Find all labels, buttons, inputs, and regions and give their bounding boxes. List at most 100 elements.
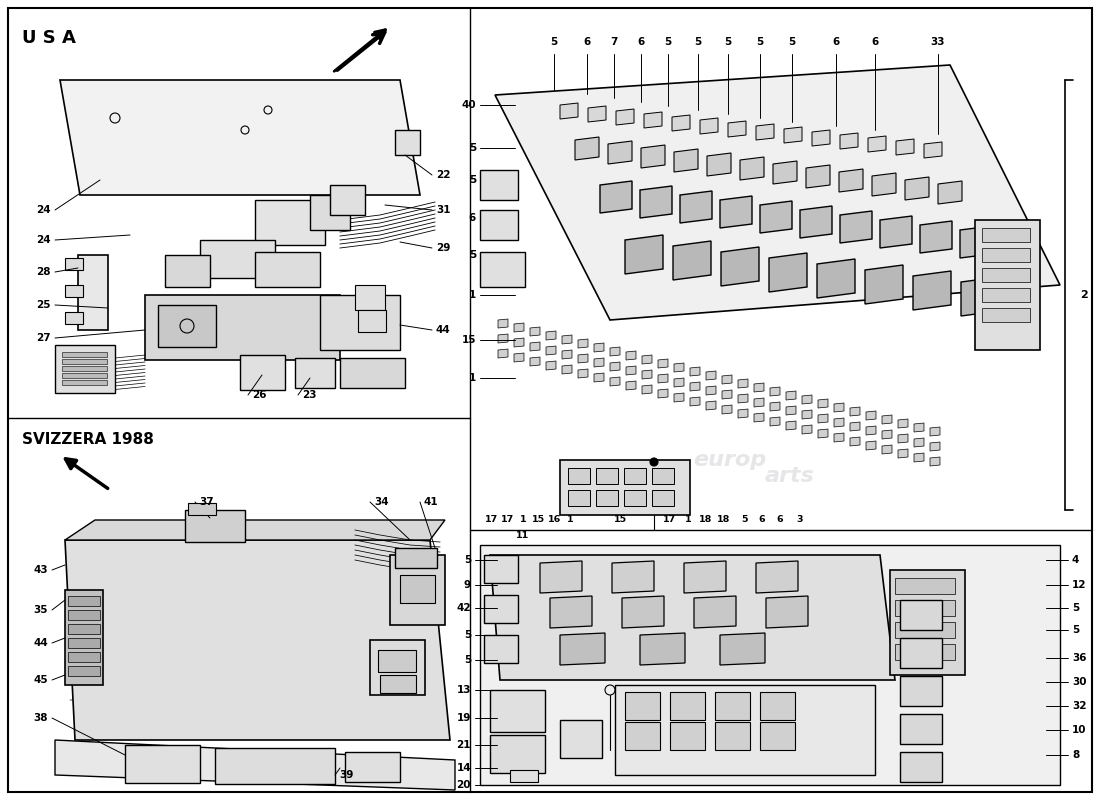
Text: 22: 22 bbox=[436, 170, 451, 180]
Polygon shape bbox=[674, 393, 684, 402]
Bar bbox=[200, 240, 275, 278]
Polygon shape bbox=[800, 206, 832, 238]
Bar bbox=[78, 255, 108, 330]
Bar bbox=[510, 770, 538, 782]
Text: 6: 6 bbox=[833, 37, 839, 47]
Bar bbox=[715, 722, 750, 750]
Text: 5: 5 bbox=[464, 630, 471, 640]
Text: 5: 5 bbox=[469, 175, 476, 185]
Text: U S A: U S A bbox=[22, 29, 76, 47]
Polygon shape bbox=[866, 426, 876, 435]
Polygon shape bbox=[546, 331, 556, 340]
Polygon shape bbox=[802, 410, 812, 419]
Polygon shape bbox=[530, 342, 540, 351]
Text: 7: 7 bbox=[610, 37, 618, 47]
Polygon shape bbox=[658, 359, 668, 368]
Polygon shape bbox=[626, 351, 636, 360]
Polygon shape bbox=[625, 235, 663, 274]
Polygon shape bbox=[60, 80, 420, 195]
Polygon shape bbox=[760, 201, 792, 233]
Polygon shape bbox=[882, 445, 892, 454]
Bar bbox=[975, 220, 1040, 350]
Text: 32: 32 bbox=[1072, 701, 1087, 711]
Polygon shape bbox=[594, 358, 604, 367]
Bar bbox=[670, 692, 705, 720]
Text: 23: 23 bbox=[302, 390, 317, 400]
Text: europ: europ bbox=[693, 450, 767, 470]
Text: 27: 27 bbox=[36, 333, 51, 343]
Polygon shape bbox=[642, 355, 652, 364]
Bar bbox=[214, 748, 336, 784]
Bar bbox=[68, 652, 100, 662]
Polygon shape bbox=[560, 633, 605, 665]
Polygon shape bbox=[756, 561, 798, 593]
Bar bbox=[900, 600, 942, 630]
Bar bbox=[68, 610, 100, 620]
Bar bbox=[55, 345, 116, 393]
Text: 13: 13 bbox=[456, 685, 471, 695]
Polygon shape bbox=[914, 423, 924, 432]
Bar bbox=[310, 195, 350, 230]
Bar bbox=[165, 255, 210, 287]
Bar bbox=[982, 308, 1030, 322]
Text: 15: 15 bbox=[531, 515, 544, 525]
Text: 6: 6 bbox=[637, 37, 645, 47]
Polygon shape bbox=[722, 390, 732, 399]
Text: 45: 45 bbox=[33, 675, 48, 685]
Polygon shape bbox=[905, 177, 930, 200]
Text: 1: 1 bbox=[469, 290, 476, 300]
Bar bbox=[68, 638, 100, 648]
Polygon shape bbox=[498, 334, 508, 343]
Polygon shape bbox=[754, 413, 764, 422]
Polygon shape bbox=[914, 438, 924, 447]
Text: 1: 1 bbox=[566, 515, 573, 525]
Bar bbox=[255, 252, 320, 287]
Polygon shape bbox=[490, 555, 895, 680]
Text: 36: 36 bbox=[1072, 653, 1087, 663]
Bar bbox=[188, 503, 216, 515]
Polygon shape bbox=[818, 429, 828, 438]
Text: 20: 20 bbox=[456, 780, 471, 790]
Text: SVIZZERA 1988: SVIZZERA 1988 bbox=[22, 433, 154, 447]
Polygon shape bbox=[722, 405, 732, 414]
Polygon shape bbox=[930, 457, 940, 466]
Text: 38: 38 bbox=[33, 713, 48, 723]
Text: 6: 6 bbox=[469, 213, 476, 223]
Text: 34: 34 bbox=[374, 497, 388, 507]
Bar bbox=[480, 252, 525, 287]
Text: 11: 11 bbox=[516, 530, 529, 539]
Text: 19: 19 bbox=[456, 713, 471, 723]
Text: 16: 16 bbox=[549, 515, 562, 525]
Text: 6: 6 bbox=[871, 37, 879, 47]
Text: europ: europ bbox=[148, 308, 231, 332]
Bar bbox=[625, 722, 660, 750]
Text: 17: 17 bbox=[502, 515, 515, 525]
Polygon shape bbox=[913, 271, 952, 310]
Polygon shape bbox=[938, 181, 962, 204]
Text: 5: 5 bbox=[1072, 625, 1079, 635]
Bar bbox=[490, 735, 544, 773]
Bar bbox=[652, 468, 674, 484]
Polygon shape bbox=[672, 115, 690, 131]
Bar bbox=[625, 692, 660, 720]
Text: arts: arts bbox=[228, 685, 272, 703]
Text: 24: 24 bbox=[36, 235, 51, 245]
Bar bbox=[295, 358, 336, 388]
Polygon shape bbox=[720, 247, 759, 286]
Polygon shape bbox=[578, 339, 588, 348]
Polygon shape bbox=[817, 259, 855, 298]
Polygon shape bbox=[802, 425, 812, 434]
Polygon shape bbox=[850, 422, 860, 431]
Bar bbox=[185, 510, 245, 542]
Text: 44: 44 bbox=[33, 638, 48, 648]
Text: 5: 5 bbox=[1072, 603, 1079, 613]
Bar bbox=[982, 268, 1030, 282]
Polygon shape bbox=[834, 433, 844, 442]
Bar bbox=[320, 295, 400, 350]
Polygon shape bbox=[700, 118, 718, 134]
Polygon shape bbox=[834, 418, 844, 427]
Bar bbox=[68, 624, 100, 634]
Bar bbox=[560, 720, 602, 758]
Text: 5: 5 bbox=[664, 37, 672, 47]
Polygon shape bbox=[766, 596, 808, 628]
